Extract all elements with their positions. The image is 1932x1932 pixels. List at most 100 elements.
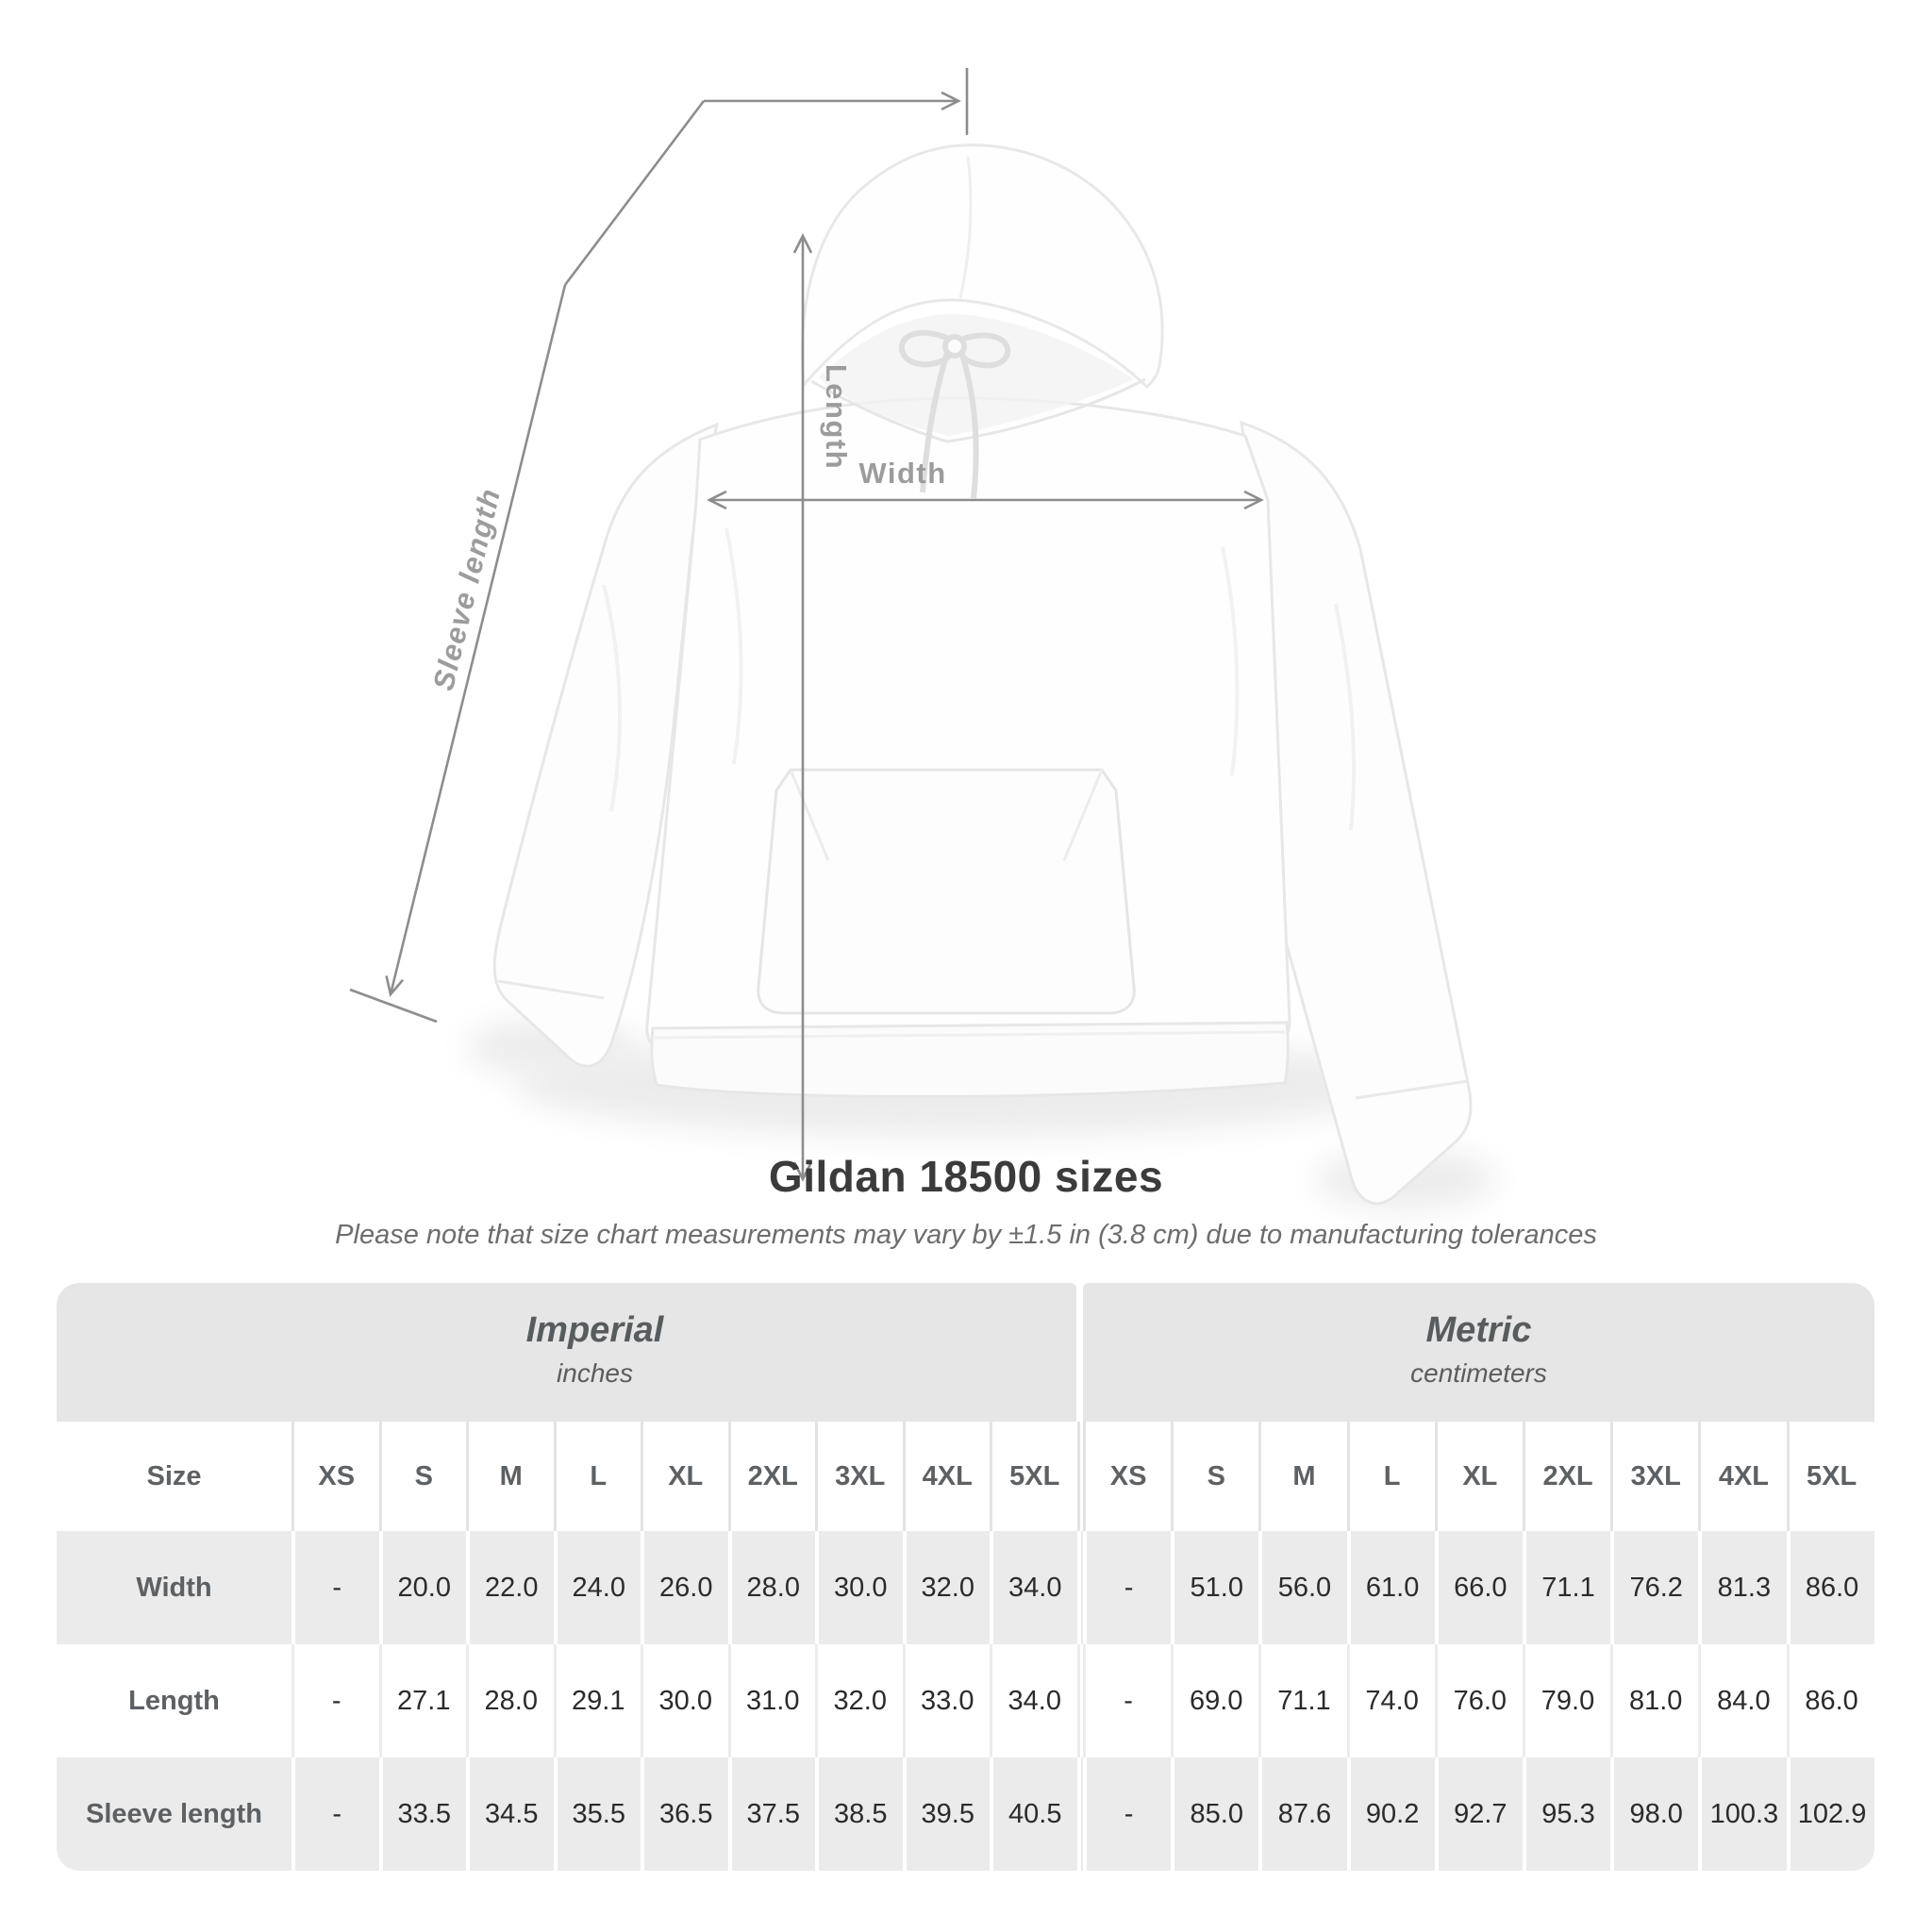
size-header-metric-5xl: 5XL: [1786, 1422, 1874, 1531]
size-header-metric-4xl: 4XL: [1698, 1422, 1786, 1531]
row-label-sleeve-length: Sleeve length: [86, 1798, 262, 1829]
table-row-length: Length -27.1 28.0 29.1 30.0 31.0 32.0 33.0 34.0-…: [57, 1644, 1874, 1757]
cell-length-imperial-5xl: 34.0: [990, 1644, 1077, 1757]
size-header-imperial-xl: XL: [641, 1422, 728, 1531]
size-header-imperial-xs: XS: [291, 1422, 379, 1531]
group-gap: [1076, 1757, 1084, 1871]
metric-group-header: Metric centimeters: [1083, 1283, 1874, 1422]
cell-width-metric-5xl: 86.0: [1786, 1531, 1874, 1644]
metric-unit: centimeters: [1410, 1358, 1547, 1388]
cell-width-metric-m: 56.0: [1258, 1531, 1346, 1644]
waistband-seam: [654, 1030, 1286, 1040]
cell-sleeve-length-metric-xs: -: [1083, 1757, 1171, 1871]
cell-sleeve-length-imperial-3xl: 38.5: [815, 1757, 903, 1871]
sleeve-arrow-diagonal: [385, 284, 567, 997]
size-header-metric-xs: XS: [1083, 1422, 1171, 1531]
page-title: Gildan 18500 sizes: [768, 1152, 1164, 1201]
cell-width-imperial-5xl: 34.0: [990, 1531, 1077, 1644]
row-label-width: Width: [136, 1572, 212, 1603]
cell-sleeve-length-metric-s: 85.0: [1171, 1757, 1258, 1871]
cell-sleeve-length-metric-xl: 92.7: [1434, 1757, 1523, 1871]
size-header-row: Size XS S M L XL 2XL 3XL 4XL 5XL XS S M L XL 2XL 3XL 4XL 5…: [57, 1422, 1874, 1531]
table-row-sleeve-length: Sleeve length -33.5 34.5 35.5 36.5 37.5 38.5 39…: [57, 1757, 1874, 1871]
hoodie-right-sleeve: [1240, 420, 1473, 1206]
cuff-tick: [349, 988, 438, 1024]
sleeve-arrow-elbow: [563, 100, 706, 286]
cell-sleeve-length-imperial-l: 35.5: [553, 1757, 641, 1871]
cell-width-metric-xs: -: [1083, 1531, 1171, 1644]
cell-length-metric-4xl: 84.0: [1698, 1644, 1786, 1757]
cell-width-imperial-s: 20.0: [378, 1531, 467, 1644]
size-header-metric-2xl: 2XL: [1522, 1422, 1610, 1531]
cell-sleeve-length-imperial-xl: 36.5: [641, 1757, 728, 1871]
cell-length-imperial-l: 29.1: [553, 1644, 641, 1757]
size-table: Size XS S M L XL 2XL 3XL 4XL 5XL XS S M L XL 2XL 3XL 4XL 5…: [57, 1422, 1874, 1871]
size-header-imperial-3xl: 3XL: [815, 1422, 903, 1531]
cell-length-imperial-3xl: 32.0: [815, 1644, 903, 1757]
cell-width-imperial-m: 22.0: [466, 1531, 554, 1644]
length-label: Length: [820, 364, 853, 470]
cell-length-imperial-4xl: 33.0: [902, 1644, 991, 1757]
size-header-imperial-4xl: 4XL: [902, 1422, 991, 1531]
table-row-width: Width -20.0 22.0 24.0 26.0 28.0 30.0 32.0 34.0-5…: [57, 1531, 1874, 1644]
cell-sleeve-length-metric-2xl: 95.3: [1522, 1757, 1610, 1871]
imperial-group-header: Imperial inches: [57, 1283, 1076, 1422]
cell-length-metric-l: 74.0: [1346, 1644, 1435, 1757]
cell-sleeve-length-imperial-5xl: 40.5: [990, 1757, 1077, 1871]
cell-width-imperial-xs: -: [291, 1531, 379, 1644]
cell-width-metric-xl: 66.0: [1434, 1531, 1523, 1644]
size-header-imperial-2xl: 2XL: [727, 1422, 816, 1531]
cell-width-imperial-2xl: 28.0: [727, 1531, 816, 1644]
size-column-header: Size: [146, 1460, 202, 1491]
left-cuff-seam: [497, 979, 605, 1000]
cell-length-imperial-xs: -: [291, 1644, 379, 1757]
cell-length-metric-m: 71.1: [1258, 1644, 1346, 1757]
hoodie-hood: [800, 143, 1164, 390]
size-header-imperial-5xl: 5XL: [990, 1422, 1077, 1531]
cell-length-metric-2xl: 79.0: [1522, 1644, 1610, 1757]
hood-center-seam: [958, 156, 973, 299]
cell-length-metric-xl: 76.0: [1434, 1644, 1523, 1757]
cell-sleeve-length-metric-3xl: 98.0: [1610, 1757, 1698, 1871]
cell-width-imperial-4xl: 32.0: [902, 1531, 991, 1644]
cell-width-imperial-xl: 26.0: [641, 1531, 728, 1644]
width-label: Width: [858, 457, 946, 490]
imperial-label: Imperial: [525, 1310, 664, 1350]
size-header-metric-xl: XL: [1434, 1422, 1523, 1531]
neckline-seams: [810, 377, 1146, 443]
cell-width-imperial-3xl: 30.0: [815, 1531, 903, 1644]
hoodie-left-sleeve: [492, 422, 720, 1068]
cell-sleeve-length-metric-4xl: 100.3: [1698, 1757, 1786, 1871]
hoodie-image: [467, 143, 1495, 1209]
group-gap: [1076, 1422, 1084, 1531]
cell-length-metric-5xl: 86.0: [1786, 1644, 1874, 1757]
cell-length-imperial-2xl: 31.0: [727, 1644, 816, 1757]
cell-width-metric-s: 51.0: [1171, 1531, 1258, 1644]
cell-length-imperial-xl: 30.0: [641, 1644, 728, 1757]
hoodie-drawstrings: [898, 329, 1011, 499]
sleeve-length-label: Sleeve length: [426, 485, 507, 693]
size-header-imperial-m: M: [466, 1422, 554, 1531]
hoodie-measurement-diagram: Length Width Sleeve length: [349, 68, 1495, 1209]
cell-sleeve-length-imperial-4xl: 39.5: [902, 1757, 991, 1871]
cell-sleeve-length-metric-l: 90.2: [1346, 1757, 1435, 1871]
cell-sleeve-length-imperial-m: 34.5: [466, 1757, 554, 1871]
group-gap: [1076, 1531, 1084, 1644]
hoodie-pocket: [757, 768, 1136, 1015]
cell-sleeve-length-imperial-xs: -: [291, 1757, 379, 1871]
metric-label: Metric: [1425, 1310, 1532, 1350]
size-header-metric-3xl: 3XL: [1610, 1422, 1698, 1531]
cell-width-metric-2xl: 71.1: [1522, 1531, 1610, 1644]
size-header-imperial-s: S: [378, 1422, 467, 1531]
cell-sleeve-length-metric-5xl: 102.9: [1786, 1757, 1874, 1871]
cell-length-imperial-m: 28.0: [466, 1644, 554, 1757]
cell-length-metric-s: 69.0: [1171, 1644, 1258, 1757]
cell-length-metric-3xl: 81.0: [1610, 1644, 1698, 1757]
cell-length-imperial-s: 27.1: [378, 1644, 467, 1757]
left-sleeve-crease: [602, 584, 623, 812]
cell-length-metric-xs: -: [1083, 1644, 1171, 1757]
cell-width-metric-4xl: 81.3: [1698, 1531, 1786, 1644]
right-sleeve-crease: [1334, 603, 1357, 831]
page-subtitle: Please note that size chart measurements…: [335, 1220, 1597, 1250]
